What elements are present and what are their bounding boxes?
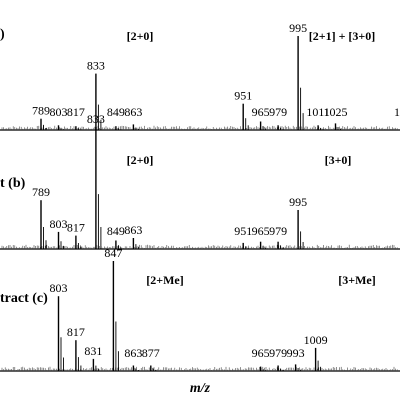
- peak-label: 979: [269, 224, 287, 238]
- panel-title: ): [0, 27, 5, 42]
- peak-label: 979: [269, 105, 287, 119]
- x-axis-label: m/z: [190, 381, 211, 396]
- peak-label: 803: [50, 217, 68, 231]
- peak-label: 863: [124, 223, 142, 237]
- peak-label: 803: [50, 281, 68, 295]
- peak-label: 803: [50, 105, 68, 119]
- group-label: [3+0]: [325, 153, 352, 167]
- peak-label: 817: [67, 105, 85, 119]
- spectrum-panel-2: 789 803 817 833 849 863 951 965 979 995 [2+0] [3+0]…: [0, 112, 400, 250]
- peak-label: 877: [142, 346, 160, 360]
- peak-label: 863: [124, 105, 142, 119]
- group-label: [2+0]: [127, 29, 154, 43]
- panel-title: tract (c): [0, 291, 48, 306]
- peak-label: 965: [252, 346, 270, 360]
- peak-label: 849: [107, 224, 125, 238]
- panel-title: t (b): [0, 176, 26, 191]
- peak-label: 789: [32, 104, 50, 118]
- peak-label: 965: [252, 105, 270, 119]
- peak-label: 951: [234, 224, 252, 238]
- peak-label: 831: [84, 344, 102, 358]
- edge-peak-label: 1: [394, 105, 400, 119]
- peak-label: 979: [269, 346, 287, 360]
- noise-floor: [1, 125, 398, 130]
- peak-label: 833: [87, 59, 105, 73]
- peak-label: 1009: [304, 333, 328, 347]
- peak-label: 817: [67, 325, 85, 339]
- peak-label: 1011: [306, 105, 330, 119]
- peak-label: 833: [87, 112, 105, 126]
- group-label: [2+1] + [3+0]: [309, 29, 376, 43]
- peak-label: 1025: [324, 105, 348, 119]
- noise-floor: [1, 244, 398, 249]
- peak-label: 817: [67, 221, 85, 235]
- peak-label: 789: [32, 185, 50, 199]
- peak-label: 993: [287, 346, 305, 360]
- peak-label: 847: [104, 246, 122, 260]
- peak-label: 863: [124, 346, 142, 360]
- group-label: [2+Me]: [146, 273, 183, 287]
- peak-label: 995: [289, 195, 307, 209]
- peak-label: 995: [289, 21, 307, 35]
- peak-label: 849: [107, 105, 125, 119]
- peak-label: 965: [252, 224, 270, 238]
- group-label: [3+Me]: [338, 273, 375, 287]
- group-label: [2+0]: [127, 153, 154, 167]
- peak-label: 951: [234, 89, 252, 103]
